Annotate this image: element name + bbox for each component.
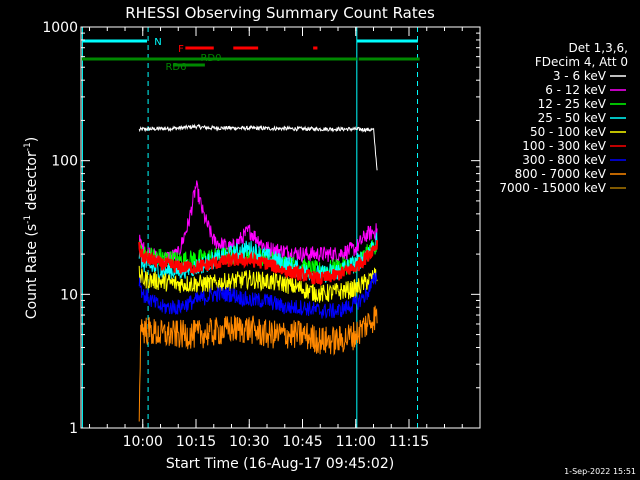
x-tick-label-4: 11:00	[336, 434, 376, 450]
legend-header-0: Det 1,3,6,	[569, 41, 629, 55]
series-line-1	[138, 180, 378, 267]
legend-label-0: 3 - 6 keV	[553, 69, 607, 83]
legend-label-8: 7000 - 15000 keV	[499, 181, 606, 195]
x-tick-label-5: 11:15	[389, 434, 429, 450]
y-tick-label-3: 1000	[42, 20, 78, 36]
series-line-6	[138, 272, 378, 319]
flare-label: F	[178, 44, 184, 55]
x-tick-label-3: 10:45	[282, 434, 322, 450]
y-axis-label-sup-2: -1	[23, 142, 33, 151]
y-axis-label: Count Rate (s-1 detector-1)	[23, 137, 40, 319]
y-axis-label-part-1: Count Rate (s	[24, 224, 40, 319]
y-tick-label-0: 1	[69, 421, 78, 437]
y-tick-label-2: 100	[51, 154, 78, 170]
night-label: N	[154, 37, 161, 48]
legend-label-1: 6 - 12 keV	[545, 83, 607, 97]
x-tick-label-2: 10:30	[229, 434, 269, 450]
legend-label-4: 50 - 100 keV	[530, 125, 607, 139]
series-line-0	[138, 123, 378, 171]
series-line-7	[138, 305, 378, 422]
legend-label-5: 100 - 300 keV	[522, 139, 606, 153]
x-tick-label-1: 10:15	[176, 434, 216, 450]
axis-layer: 1 10 100 1000 10:00 10:15 10:30 10:45 11:00 11:15	[42, 20, 481, 450]
legend-label-6: 300 - 800 keV	[522, 153, 606, 167]
plot-frame	[80, 26, 481, 429]
x-tick-label-0: 10:00	[123, 434, 163, 450]
x-axis-label: Start Time (16-Aug-17 09:45:02)	[166, 456, 394, 472]
series-line-5	[138, 240, 379, 287]
legend-label-2: 12 - 25 keV	[538, 97, 607, 111]
plot-layer: N F RD0 RD6	[80, 27, 420, 428]
rd6-label: RD6	[165, 62, 186, 73]
legend-label-7: 800 - 7000 keV	[515, 167, 607, 181]
series-line-3	[138, 232, 378, 283]
series-line-4	[138, 265, 378, 303]
generated-timestamp: 1-Sep-2022 15:51	[564, 467, 636, 476]
rd0-label: RD0	[200, 53, 221, 64]
y-tick-label-1: 10	[60, 287, 78, 303]
y-axis-label-part-3: )	[24, 137, 40, 142]
legend-header-1: FDecim 4, Att 0	[535, 55, 628, 69]
chart-title: RHESSI Observing Summary Count Rates	[125, 4, 435, 22]
y-axis-label-part-2: detector	[24, 151, 40, 215]
legend-label-3: 25 - 50 keV	[538, 111, 607, 125]
y-axis-label-sup-1: -1	[23, 215, 33, 224]
